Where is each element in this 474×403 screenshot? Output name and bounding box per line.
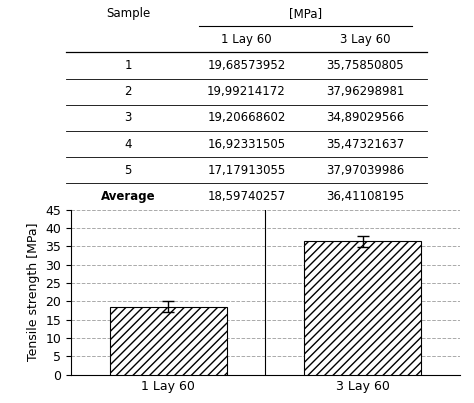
Text: 3: 3	[124, 111, 132, 125]
Text: 16,92331505: 16,92331505	[208, 137, 285, 151]
Bar	[304, 241, 421, 375]
Text: 35,47321637: 35,47321637	[326, 137, 404, 151]
Y-axis label: Tensile strength [MPa]: Tensile strength [MPa]	[27, 223, 40, 361]
Text: 18,59740257: 18,59740257	[207, 190, 286, 203]
Text: 37,96298981: 37,96298981	[326, 85, 404, 98]
Text: 35,75850805: 35,75850805	[326, 59, 404, 72]
Text: Sample: Sample	[106, 6, 150, 20]
Text: 34,89029566: 34,89029566	[326, 111, 404, 125]
Text: 4: 4	[124, 137, 132, 151]
Text: 5: 5	[124, 164, 132, 177]
Text: 1: 1	[124, 59, 132, 72]
Text: 1 Lay 60: 1 Lay 60	[221, 33, 272, 46]
Text: 37,97039986: 37,97039986	[326, 164, 404, 177]
Text: 3 Lay 60: 3 Lay 60	[340, 33, 390, 46]
Text: 36,41108195: 36,41108195	[326, 190, 404, 203]
Text: 19,68573952: 19,68573952	[207, 59, 286, 72]
Text: [MPa]: [MPa]	[289, 6, 322, 20]
Text: 19,99214172: 19,99214172	[207, 85, 286, 98]
Bar	[110, 307, 227, 375]
Text: Average: Average	[100, 190, 155, 203]
Text: 17,17913055: 17,17913055	[207, 164, 286, 177]
Text: 2: 2	[124, 85, 132, 98]
Text: 19,20668602: 19,20668602	[207, 111, 286, 125]
